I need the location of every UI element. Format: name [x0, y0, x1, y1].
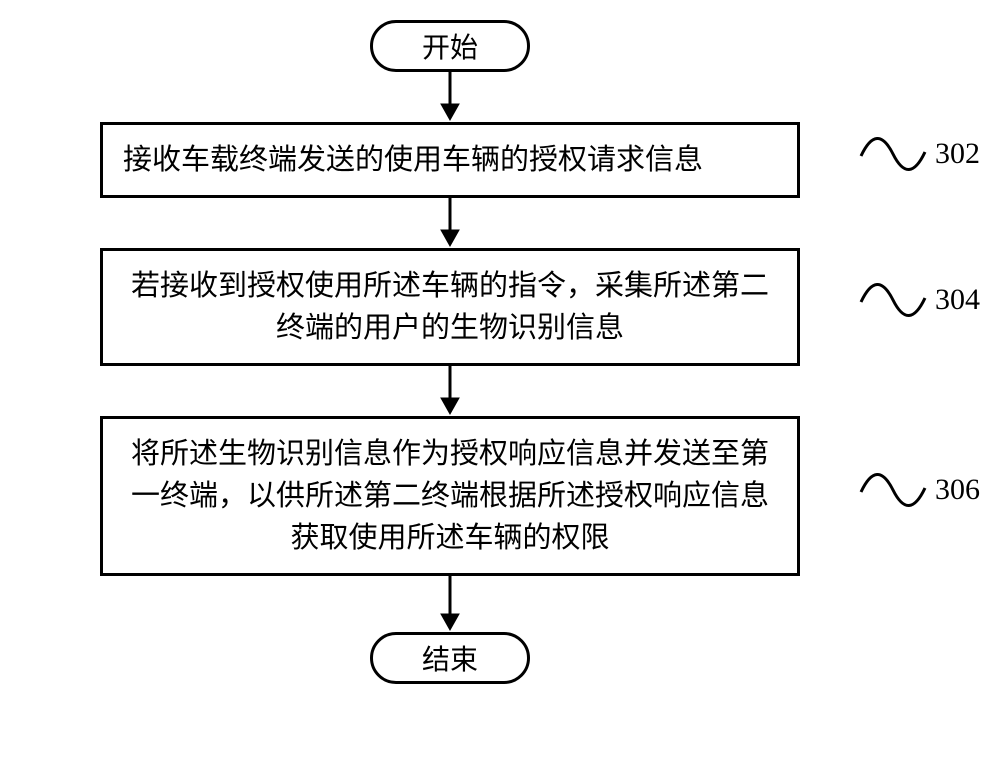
ref-306: 306: [857, 462, 980, 518]
ref-304: 304: [857, 272, 980, 328]
process-302-text: 接收车载终端发送的使用车辆的授权请求信息: [123, 144, 703, 176]
row-step-302: 接收车载终端发送的使用车辆的授权请求信息 302: [90, 122, 810, 198]
arrow-svg: [435, 366, 465, 416]
ref-306-text: 306: [935, 473, 980, 507]
row-step-304: 若接收到授权使用所述车辆的指令，采集所述第二终端的用户的生物识别信息 304: [90, 248, 810, 366]
process-306-text: 将所述生物识别信息作为授权响应信息并发送至第一终端，以供所述第二终端根据所述授权…: [131, 438, 769, 554]
wave-icon: [857, 462, 929, 518]
row-start: 开始: [90, 20, 810, 72]
ref-304-text: 304: [935, 283, 980, 317]
arrow-1: [90, 72, 810, 122]
arrow-svg: [435, 576, 465, 632]
start-terminator: 开始: [370, 20, 530, 72]
arrow-svg: [435, 72, 465, 122]
arrow-3: [90, 366, 810, 416]
process-304-text: 若接收到授权使用所述车辆的指令，采集所述第二终端的用户的生物识别信息: [131, 270, 769, 344]
arrow-svg: [435, 198, 465, 248]
process-302: 接收车载终端发送的使用车辆的授权请求信息: [100, 122, 800, 198]
process-306: 将所述生物识别信息作为授权响应信息并发送至第一终端，以供所述第二终端根据所述授权…: [100, 416, 800, 576]
row-step-306: 将所述生物识别信息作为授权响应信息并发送至第一终端，以供所述第二终端根据所述授权…: [90, 416, 810, 576]
wave-icon: [857, 126, 929, 182]
start-label: 开始: [422, 26, 478, 66]
arrow-2: [90, 198, 810, 248]
end-terminator: 结束: [370, 632, 530, 684]
end-label: 结束: [422, 638, 478, 678]
wave-icon: [857, 272, 929, 328]
ref-302: 302: [857, 126, 980, 182]
flowchart-container: 开始 接收车载终端发送的使用车辆的授权请求信息 302 若接收到授权使用所述车辆…: [90, 20, 810, 684]
arrow-4: [90, 576, 810, 632]
process-304: 若接收到授权使用所述车辆的指令，采集所述第二终端的用户的生物识别信息: [100, 248, 800, 366]
row-end: 结束: [90, 632, 810, 684]
ref-302-text: 302: [935, 137, 980, 171]
